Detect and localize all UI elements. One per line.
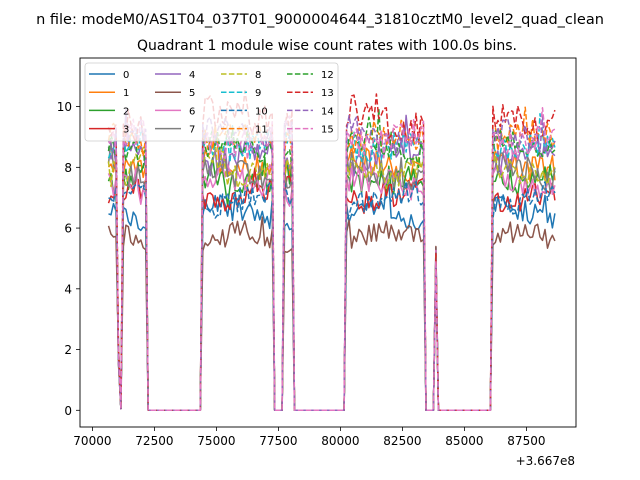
x-tick-label: 82500 (383, 434, 421, 448)
y-axis: 0 2 4 6 8 10 (57, 100, 80, 418)
x-tick-label: 70000 (73, 434, 111, 448)
legend-label-6: 6 (189, 106, 195, 117)
legend-box (84, 62, 339, 142)
x-offset-label: +3.667e8 (516, 454, 575, 468)
y-tick-label: 0 (64, 404, 72, 418)
x-tick-label: 80000 (321, 434, 359, 448)
plot-frame (79, 57, 577, 428)
legend-label-1: 1 (123, 88, 129, 99)
series-line-15 (108, 107, 556, 412)
x-tick-label: 77500 (259, 434, 297, 448)
legend-label-5: 5 (189, 88, 195, 99)
x-tick-label: 85000 (445, 434, 483, 448)
legend-label-2: 2 (123, 106, 129, 117)
legend-label-11: 11 (255, 125, 268, 136)
y-tick-label: 10 (57, 100, 72, 114)
chart-title: Quadrant 1 module wise count rates with … (137, 38, 517, 54)
y-tick-label: 8 (64, 161, 72, 175)
legend-label-10: 10 (255, 106, 268, 117)
y-tick-label: 2 (64, 343, 72, 357)
legend-label-9: 9 (255, 88, 261, 99)
x-tick-label: 72500 (135, 434, 173, 448)
y-tick-label: 4 (64, 282, 72, 296)
legend-label-15: 15 (321, 125, 334, 136)
legend-label-0: 0 (123, 70, 129, 81)
legend-label-13: 13 (321, 88, 334, 99)
legend-label-14: 14 (321, 106, 334, 117)
legend-label-3: 3 (123, 125, 129, 136)
x-axis: 70000 72500 75000 77500 80000 82500 85000 87500 (73, 427, 545, 448)
y-tick-label: 6 (64, 222, 72, 236)
legend-label-7: 7 (189, 125, 195, 136)
figure-suptitle: n file: modeM0/AS1T04_037T01_9000004644_… (36, 12, 604, 28)
series-lines (107, 90, 556, 412)
legend-label-12: 12 (321, 70, 334, 81)
x-tick-label: 75000 (197, 434, 235, 448)
x-tick-label: 87500 (507, 434, 545, 448)
legend-label-8: 8 (255, 70, 261, 81)
legend-label-4: 4 (189, 70, 195, 81)
